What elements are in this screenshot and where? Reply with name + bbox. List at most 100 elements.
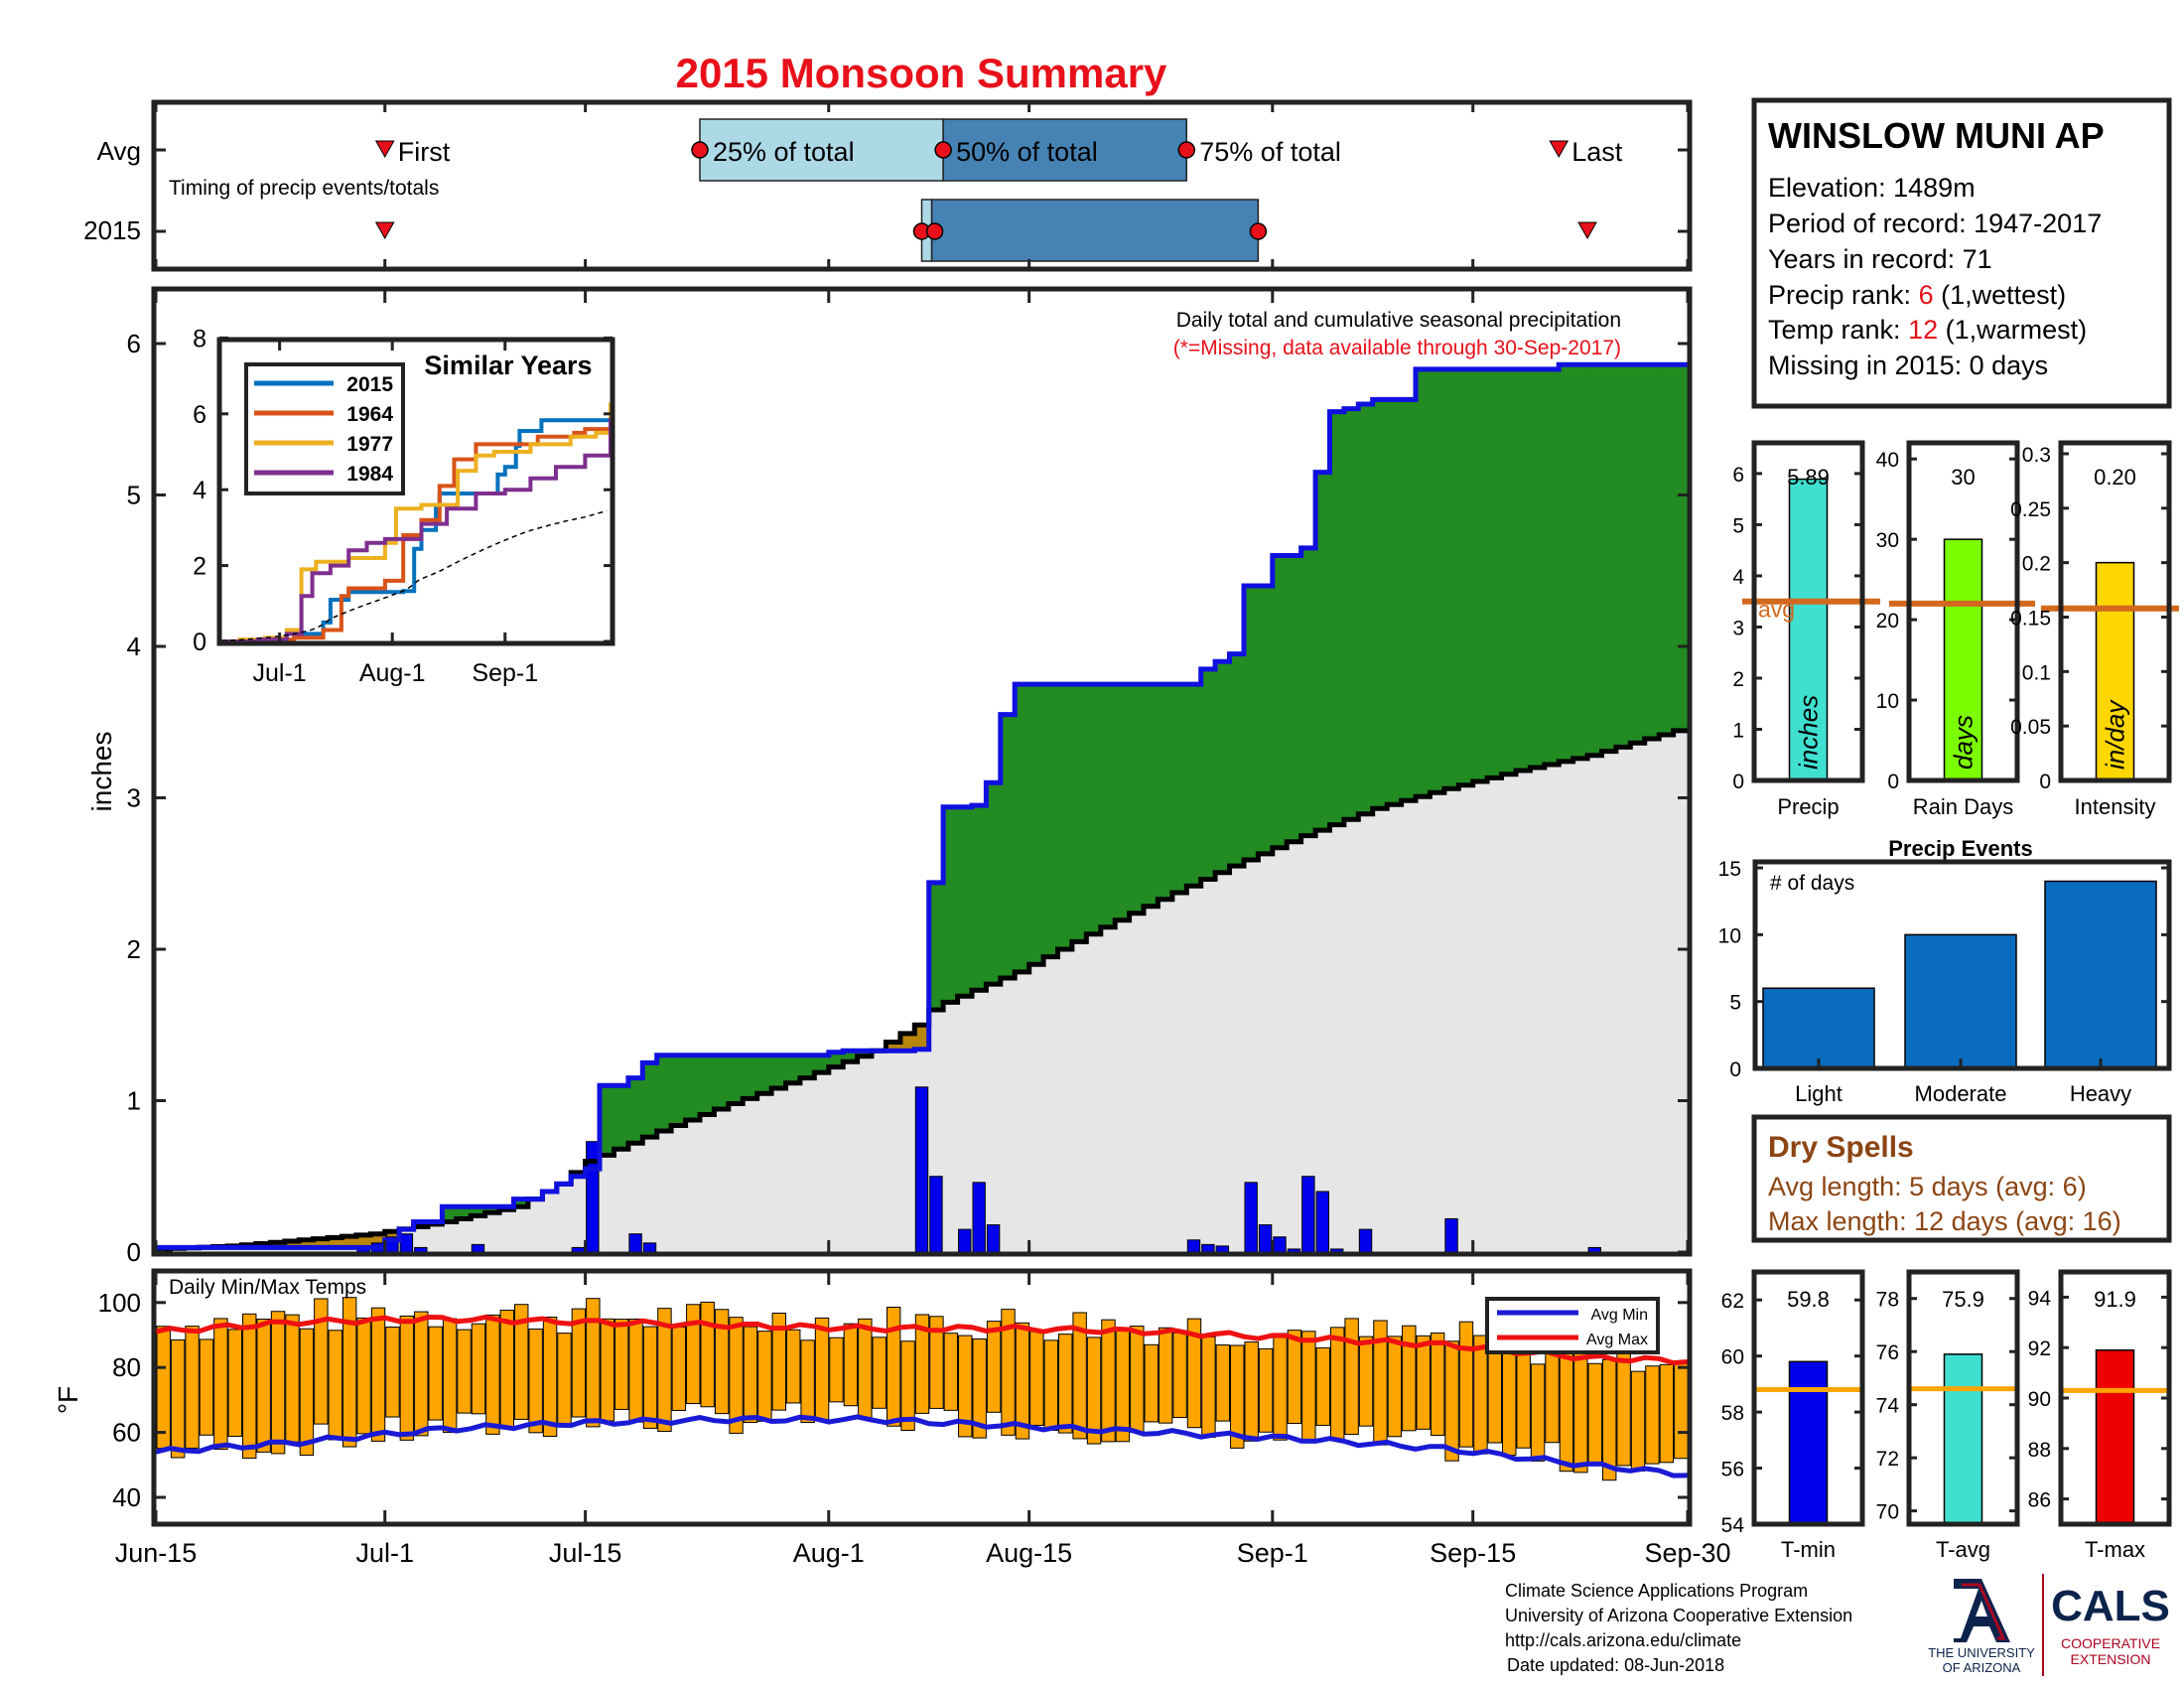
y2015-p50-marker [925,222,944,240]
precip-tick-label: 0 [1732,771,1744,793]
station-missing: Missing in 2015: 0 days [1768,351,2048,380]
daily-temp-bar [1101,1319,1116,1443]
surplus-fill [971,805,987,991]
daily-precip-bar [471,1243,485,1253]
deficit-fill [299,1239,315,1248]
daily-temp-bar [914,1314,930,1414]
daily-precip-bar [642,1242,657,1253]
tmin-bar [1788,1360,1829,1525]
daily-temp-bar [1458,1321,1474,1448]
dry-spells-panel: Dry Spells Avg length: 5 days (avg: 6) M… [1751,1114,2172,1243]
daily-temp-bar [1015,1322,1030,1440]
daily-temp-bar [743,1326,758,1424]
daily-temp-bar [1630,1370,1646,1472]
daily-temp-bar [729,1317,744,1434]
daily-precip-bar [1244,1182,1258,1253]
daily-temp-bar [213,1318,228,1451]
footer-line-2: University of Arizona Cooperative Extens… [1505,1606,1852,1625]
surplus-fill [828,1052,844,1067]
tavg-tick-label: 76 [1876,1341,1899,1364]
rain_days-label: Rain Days [1913,794,2013,819]
inset-legend-label: 1977 [346,433,393,456]
surplus-fill [1215,661,1231,873]
footer-line-3: http://cals.arizona.edu/climate [1505,1630,1741,1650]
ua-a-icon [1954,1579,2010,1642]
intensity-tick-label: 0.3 [2022,444,2051,467]
daily-temp-bar [1273,1333,1288,1441]
timing-strip: First Last 25% of total 50% of total 75% of … [83,99,1693,272]
inset-lines [220,402,613,643]
date-x-tick-label: Jul-1 [355,1538,414,1568]
inset-y-tick-label: 0 [193,629,206,656]
deficit-fill [899,1033,915,1052]
rain_days-tick-label: 10 [1876,690,1899,713]
event-bar-moderate [1904,933,2017,1069]
summary-bar-panels: 5.89 Precip inches 0 1 2 3 4 5 6 avg 30 Rain Days day… [1732,440,2179,819]
daily-temp-bar [886,1307,901,1427]
daily-temp-bar [471,1323,486,1415]
surplus-fill [1043,684,1059,957]
surplus-fill [1487,368,1503,778]
temp-legend: Avg Min Avg Max [1485,1297,1660,1354]
station-temp-rank: Temp rank: 12 (1,warmest) [1768,315,2087,345]
daily-temp-bar [341,1297,357,1448]
tavg-tick-label: 74 [1876,1395,1900,1418]
obs-cumulative-line [156,361,1688,1250]
precip-y-tick-label: 6 [127,329,141,358]
cals-coop-2: EXTENSION [2071,1651,2151,1667]
surplus-fill [785,1055,801,1083]
ua-logo: THE UNIVERSITY OF ARIZONA [1928,1579,2035,1675]
surplus-fill [614,1085,629,1150]
y2015-p75-marker [1249,222,1268,240]
daily-temp-bar [1201,1336,1216,1439]
surplus-fill [1615,364,1631,748]
surplus-fill [1443,368,1459,789]
daily-temp-bar [1444,1340,1459,1462]
daily-temp-bar [1402,1325,1417,1432]
precip-events-panel: Precip Events Light Moderate Heavy 0 5 10 15 #… [1718,836,2172,1106]
precip-value: 5.89 [1787,465,1830,490]
surplus-fill [1329,411,1345,825]
intensity-tick-label: 0.2 [2022,553,2051,576]
avg-min-line [155,1414,1689,1478]
temp-plot-frame [151,1268,1693,1527]
daily-temp-bar [1144,1343,1159,1423]
tmax-bar [2095,1348,2135,1525]
inset-legend-label: 1964 [346,403,393,426]
daily-precip-bar [929,1176,943,1253]
surplus-fill [600,1085,615,1156]
y2015-first-marker [374,221,395,240]
daily-temp-bar [900,1340,915,1431]
daily-temp-bar [657,1308,672,1433]
surplus-fill [1358,404,1374,814]
tavg-label: T-avg [1936,1537,1990,1562]
intensity-tick-label: 0.05 [2010,716,2051,739]
daily-temp-bar [1358,1336,1374,1427]
cals-coop-1: COOPERATIVE [2061,1635,2160,1651]
avg-p50-marker [934,141,952,159]
date-x-tick-label: Aug-1 [793,1538,865,1568]
daily-temp-bar [1186,1318,1202,1429]
legend-min-label: Avg Min [1590,1307,1648,1324]
p50-label: 50% of total [956,137,1098,167]
surplus-fill [642,1062,658,1138]
surplus-fill [1287,555,1302,842]
temp-rank-value: 12 [1908,315,1938,345]
tmax-tick-label: 86 [2028,1489,2051,1512]
surplus-fill [1416,368,1432,797]
avg-max-line [155,1314,1689,1366]
tmin-label: T-min [1781,1537,1836,1562]
intensity-frame [2058,440,2172,783]
dry-spells-frame [1751,1114,2172,1243]
daily-precip-bar [1215,1245,1230,1253]
station-precip-rank: Precip rank: 6 (1,wettest) [1768,280,2066,310]
similar-years-inset: 0 2 4 6 8 Jul-1 Aug-1 Sep-1 Similar Years 2015 1… [193,325,615,687]
daily-temp-bar [542,1317,558,1438]
temp-y-tick-label: 40 [112,1482,141,1512]
daily-temp-bar [256,1319,271,1453]
surplus-fill [685,1055,701,1121]
daily-temp-bar [700,1301,715,1408]
precip-y-tick-label: 2 [127,934,141,964]
precip-y-ticks: 0 1 2 3 4 5 6 [127,329,1690,1267]
p25-label: 25% of total [713,137,855,167]
